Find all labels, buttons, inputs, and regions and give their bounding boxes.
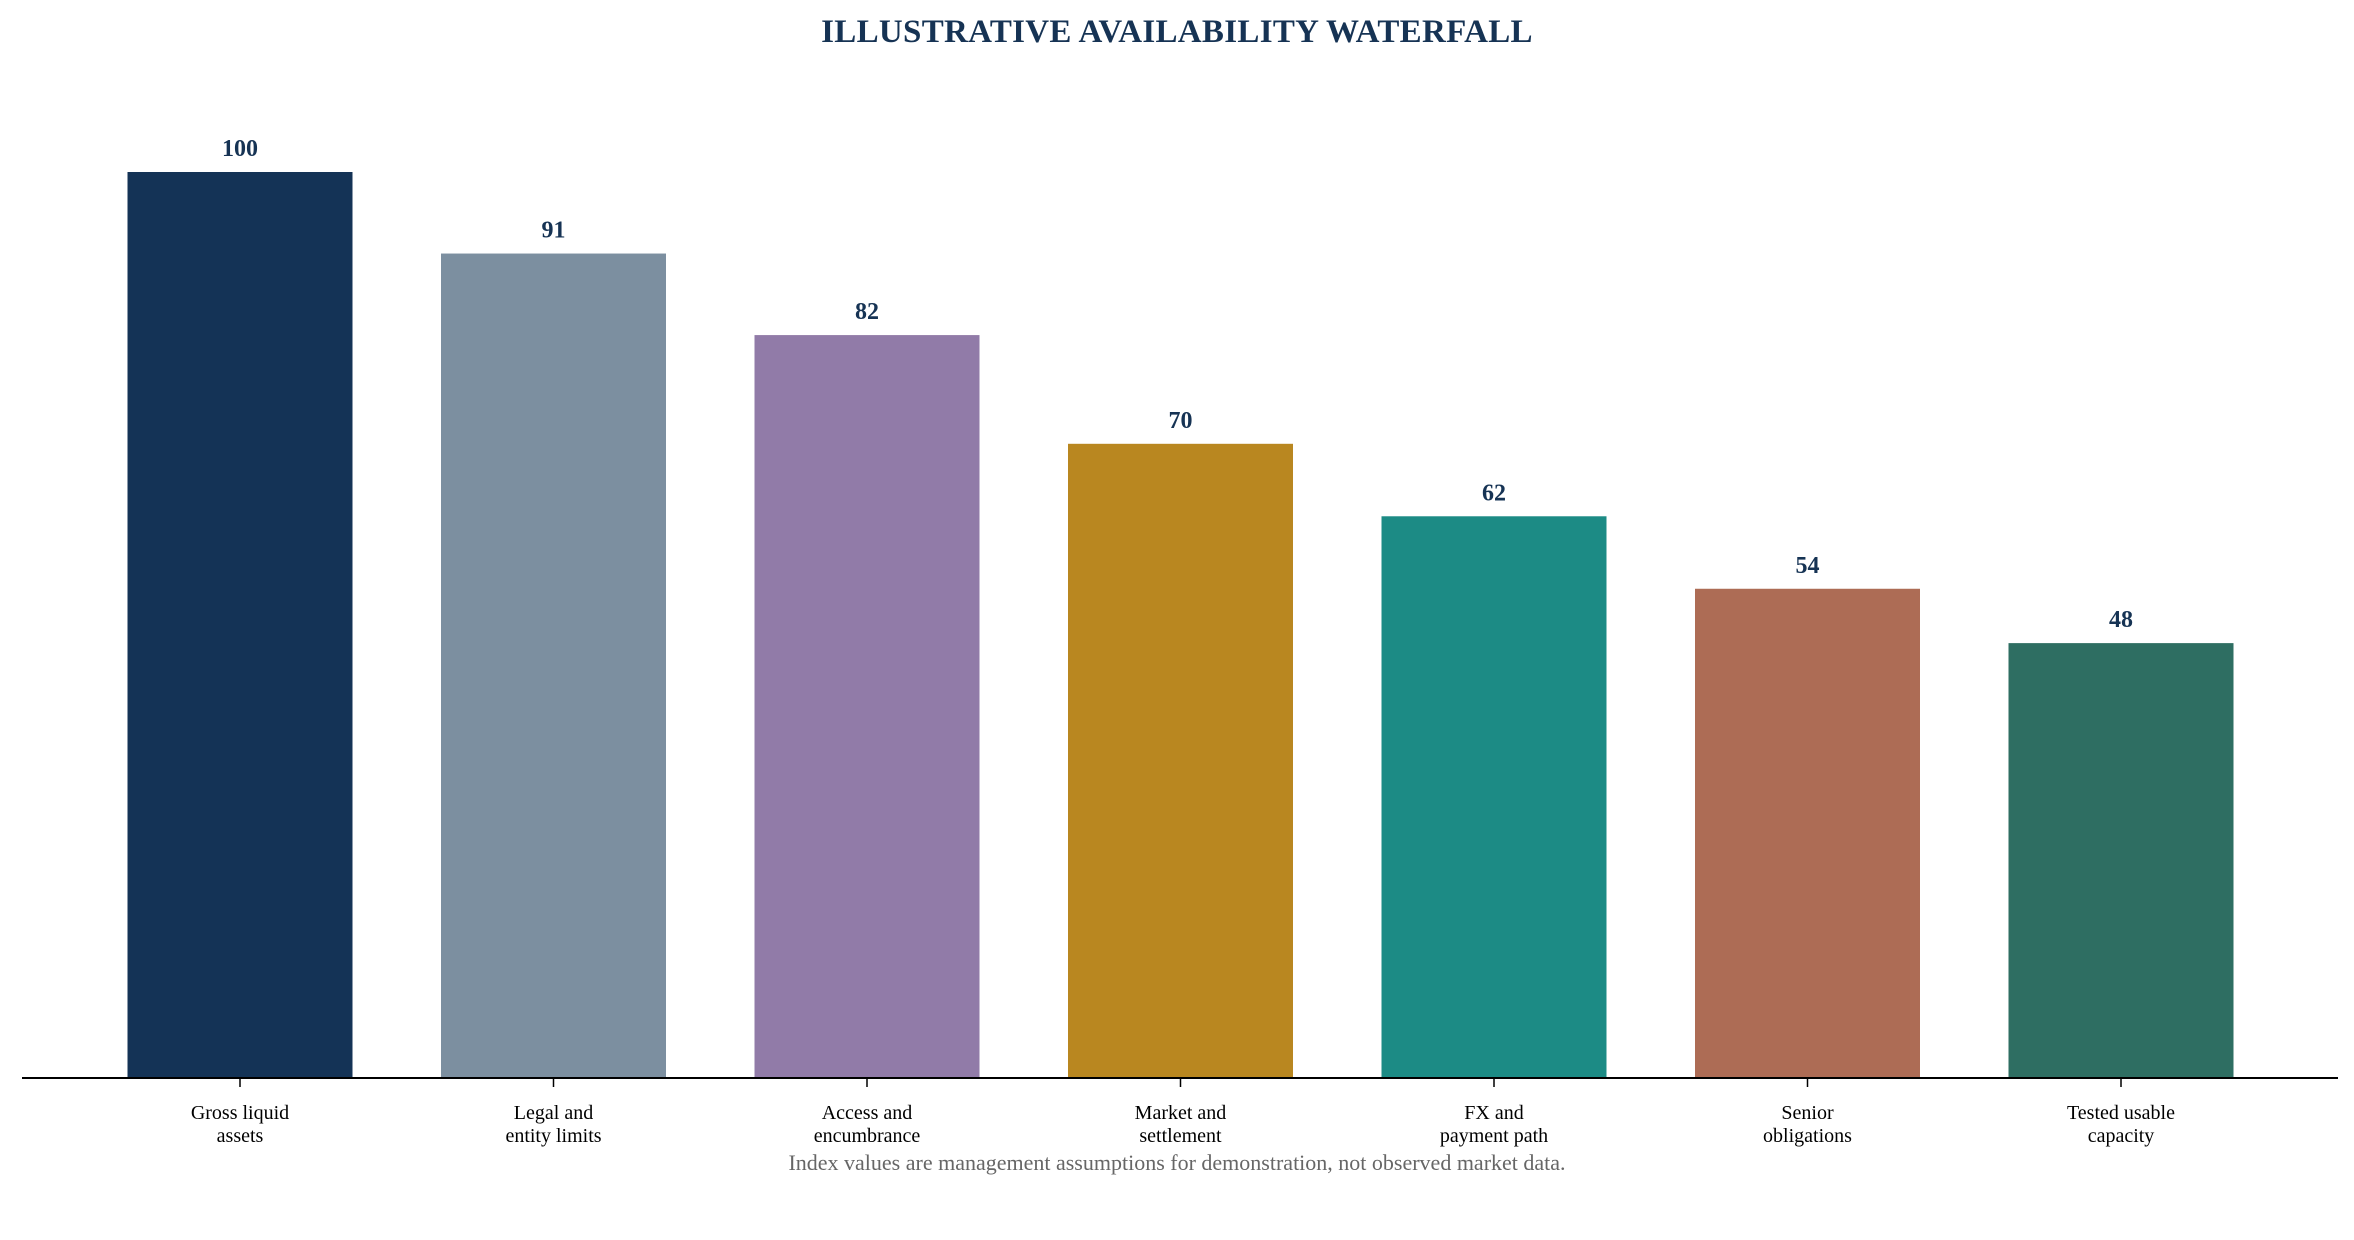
x-tick-label-2-line-2: entity limits	[505, 1125, 601, 1147]
bar-3	[754, 335, 980, 1079]
bars-layer	[127, 172, 2234, 1079]
x-tick-label-2-line-1: Legal and	[514, 1102, 593, 1124]
x-tick-label-7-line-1: Tested usable	[2067, 1102, 2175, 1124]
data-label-2: 91	[542, 218, 566, 244]
data-label-1: 100	[222, 136, 258, 162]
x-tick-label-5-line-1: FX and	[1464, 1102, 1523, 1124]
x-tick-label-6-line-1: Senior	[1781, 1102, 1834, 1124]
bar-6	[1695, 588, 1920, 1078]
chart-title: ILLUSTRATIVE AVAILABILITY WATERFALL	[821, 14, 1533, 50]
data-labels-layer: 100 91 82 70 62 54 48	[222, 136, 2133, 633]
bar-5	[1381, 516, 1607, 1078]
x-tick-label-3-line-2: encumbrance	[814, 1125, 921, 1147]
bar-4	[1068, 443, 1293, 1078]
bar-2	[441, 253, 666, 1079]
x-tick-label-4-line-1: Market and	[1135, 1102, 1227, 1124]
data-label-7: 48	[2109, 607, 2133, 633]
x-tick-label-5-line-2: payment path	[1440, 1125, 1548, 1147]
data-label-5: 62	[1482, 480, 1506, 506]
x-tick-label-1-line-2: assets	[217, 1125, 264, 1147]
data-label-6: 54	[1796, 553, 1820, 579]
x-tick-label-4-line-2: settlement	[1139, 1125, 1222, 1147]
bar-7	[2008, 643, 2234, 1078]
x-tick-label-1-line-1: Gross liquid	[191, 1102, 289, 1124]
x-tick-label-3-line-1: Access and	[822, 1102, 913, 1124]
bar-1	[127, 172, 353, 1078]
x-tick-label-6-line-2: obligations	[1763, 1125, 1852, 1147]
x-tick-label-7-line-2: capacity	[2088, 1125, 2155, 1147]
data-label-3: 82	[855, 299, 879, 325]
chart-footnote: Index values are management assumptions …	[788, 1150, 1566, 1175]
data-label-4: 70	[1169, 408, 1193, 434]
